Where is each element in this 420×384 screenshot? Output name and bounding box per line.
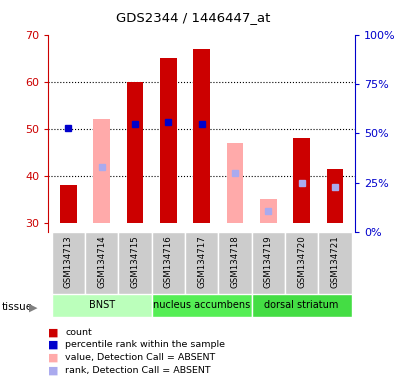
Text: ■: ■ <box>48 353 59 362</box>
Bar <box>185 232 218 294</box>
Text: GSM134717: GSM134717 <box>197 235 206 288</box>
Bar <box>193 49 210 223</box>
Text: ■: ■ <box>48 340 59 350</box>
Text: GSM134716: GSM134716 <box>164 235 173 288</box>
Text: GSM134718: GSM134718 <box>231 235 239 288</box>
Bar <box>218 232 252 294</box>
Text: ■: ■ <box>48 365 59 375</box>
Text: ▶: ▶ <box>29 302 37 312</box>
Text: GSM134713: GSM134713 <box>64 235 73 288</box>
Text: tissue: tissue <box>2 302 33 312</box>
Bar <box>52 232 85 294</box>
Bar <box>260 199 277 223</box>
Bar <box>293 138 310 223</box>
Bar <box>160 58 176 223</box>
Text: rank, Detection Call = ABSENT: rank, Detection Call = ABSENT <box>65 366 211 375</box>
Bar <box>60 185 76 223</box>
Bar <box>126 82 143 223</box>
Bar <box>118 232 152 294</box>
Text: dorsal striatum: dorsal striatum <box>265 300 339 310</box>
Text: ■: ■ <box>48 327 59 337</box>
Text: GSM134719: GSM134719 <box>264 235 273 288</box>
Bar <box>93 119 110 223</box>
Text: GSM134720: GSM134720 <box>297 235 306 288</box>
Text: GSM134714: GSM134714 <box>97 235 106 288</box>
Bar <box>152 232 185 294</box>
Bar <box>152 294 252 317</box>
Text: GDS2344 / 1446447_at: GDS2344 / 1446447_at <box>116 11 270 24</box>
Bar <box>327 169 343 223</box>
Text: GSM134721: GSM134721 <box>331 235 339 288</box>
Bar <box>227 143 243 223</box>
Bar <box>252 294 352 317</box>
Text: count: count <box>65 328 92 337</box>
Bar <box>252 232 285 294</box>
Bar <box>52 294 152 317</box>
Text: percentile rank within the sample: percentile rank within the sample <box>65 340 225 349</box>
Text: nucleus accumbens: nucleus accumbens <box>153 300 250 310</box>
Bar <box>85 232 118 294</box>
Text: value, Detection Call = ABSENT: value, Detection Call = ABSENT <box>65 353 215 362</box>
Text: BNST: BNST <box>89 300 115 310</box>
Bar <box>318 232 352 294</box>
Text: GSM134715: GSM134715 <box>131 235 139 288</box>
Bar <box>285 232 318 294</box>
